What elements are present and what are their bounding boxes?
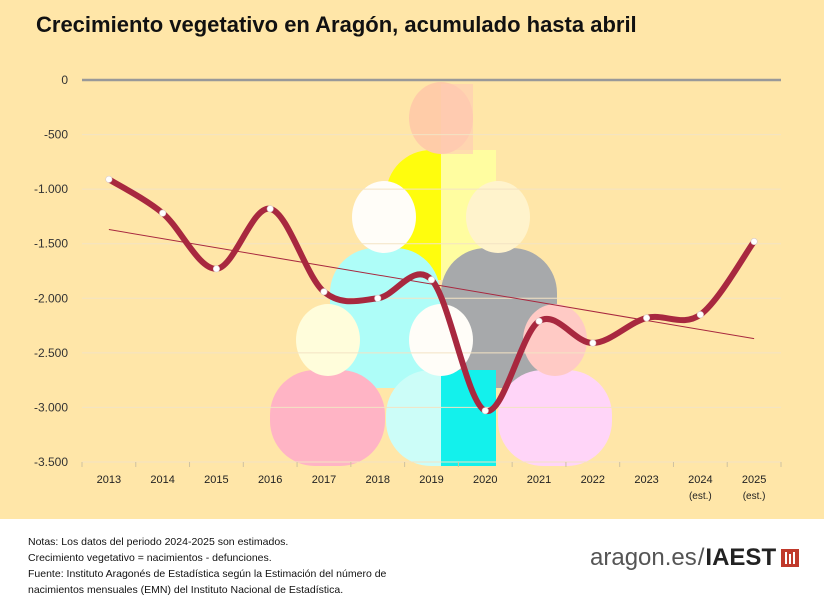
people-illustration [270, 82, 612, 466]
x-tick-label: 2022 [581, 474, 605, 486]
x-tick-label: 2013 [97, 474, 121, 486]
data-point[interactable] [266, 205, 274, 213]
x-tick-label: 2024 [688, 474, 712, 486]
y-tick-label: -1.000 [34, 182, 68, 196]
brand-separator: / [697, 544, 705, 571]
x-tick-label: 2018 [365, 474, 389, 486]
x-tick-sublabel: (est.) [689, 491, 712, 502]
brand-org: IAEST [705, 544, 777, 571]
x-tick-sublabel: (est.) [743, 491, 766, 502]
figure-pink [270, 370, 385, 466]
x-tick-label: 2021 [527, 474, 551, 486]
x-tick-label: 2025 [742, 474, 766, 486]
x-tick-label: 2015 [204, 474, 228, 486]
y-tick-label: -1.500 [34, 237, 68, 251]
x-tick-label: 2020 [473, 474, 497, 486]
chart-panel: 0 -500 -1.000 -1.500 -2.000 -2.500 -3.000 -3.50… [0, 0, 824, 519]
data-point[interactable] [159, 209, 167, 217]
axis-layer [81, 78, 782, 467]
figure-head-white-1 [352, 181, 416, 253]
figure-head-white-2 [409, 304, 473, 376]
note-line: Notas: Los datos del periodo 2024-2025 s… [28, 536, 289, 548]
data-point[interactable] [320, 288, 328, 296]
note-line: Crecimiento vegetativo = nacimientos - d… [28, 552, 272, 564]
data-point[interactable] [105, 175, 113, 183]
note-line: nacimientos mensuales (EMN) del Institut… [28, 584, 344, 596]
y-tick-label: -3.000 [34, 400, 68, 414]
data-point[interactable] [643, 314, 651, 322]
figure-head-peach-half [441, 84, 473, 154]
x-tick-label: 2017 [312, 474, 336, 486]
chart-canvas: 0 -500 -1.000 -1.500 -2.000 -2.500 -3.000 -3.50… [34, 73, 782, 502]
brand[interactable]: aragon.es / IAEST [590, 544, 800, 572]
y-tick-label: -3.500 [34, 455, 68, 469]
figure-head-cream [466, 181, 530, 253]
brand-site: aragon.es [590, 544, 697, 571]
y-tick-label: -2.500 [34, 346, 68, 360]
data-point[interactable] [750, 238, 758, 246]
y-tick-label: -2.000 [34, 291, 68, 305]
footer-notes: Notas: Los datos del periodo 2024-2025 s… [28, 534, 468, 598]
data-point[interactable] [481, 407, 489, 415]
figure-head-light-yellow [296, 304, 360, 376]
x-tick-label: 2016 [258, 474, 282, 486]
chart-title: Crecimiento vegetativo en Aragón, acumul… [36, 12, 637, 37]
data-point[interactable] [374, 294, 382, 302]
label-layer: 0 -500 -1.000 -1.500 -2.000 -2.500 -3.000 -3.50… [34, 73, 766, 502]
data-point[interactable] [589, 339, 597, 347]
data-point[interactable] [535, 317, 543, 325]
x-tick-label: 2019 [419, 474, 443, 486]
y-tick-label: -500 [44, 128, 68, 142]
aragon-crest-icon [781, 549, 800, 567]
data-point[interactable] [696, 311, 704, 319]
x-tick-label: 2014 [150, 474, 174, 486]
data-point[interactable] [212, 265, 220, 273]
y-tick-label: 0 [61, 73, 68, 87]
grid-layer [82, 134, 781, 463]
marker-layer [105, 175, 758, 415]
data-point[interactable] [427, 276, 435, 284]
note-line: Fuente: Instituto Aragonés de Estadístic… [28, 568, 387, 580]
x-tick-label: 2023 [634, 474, 658, 486]
figure-light-pink [498, 370, 612, 466]
